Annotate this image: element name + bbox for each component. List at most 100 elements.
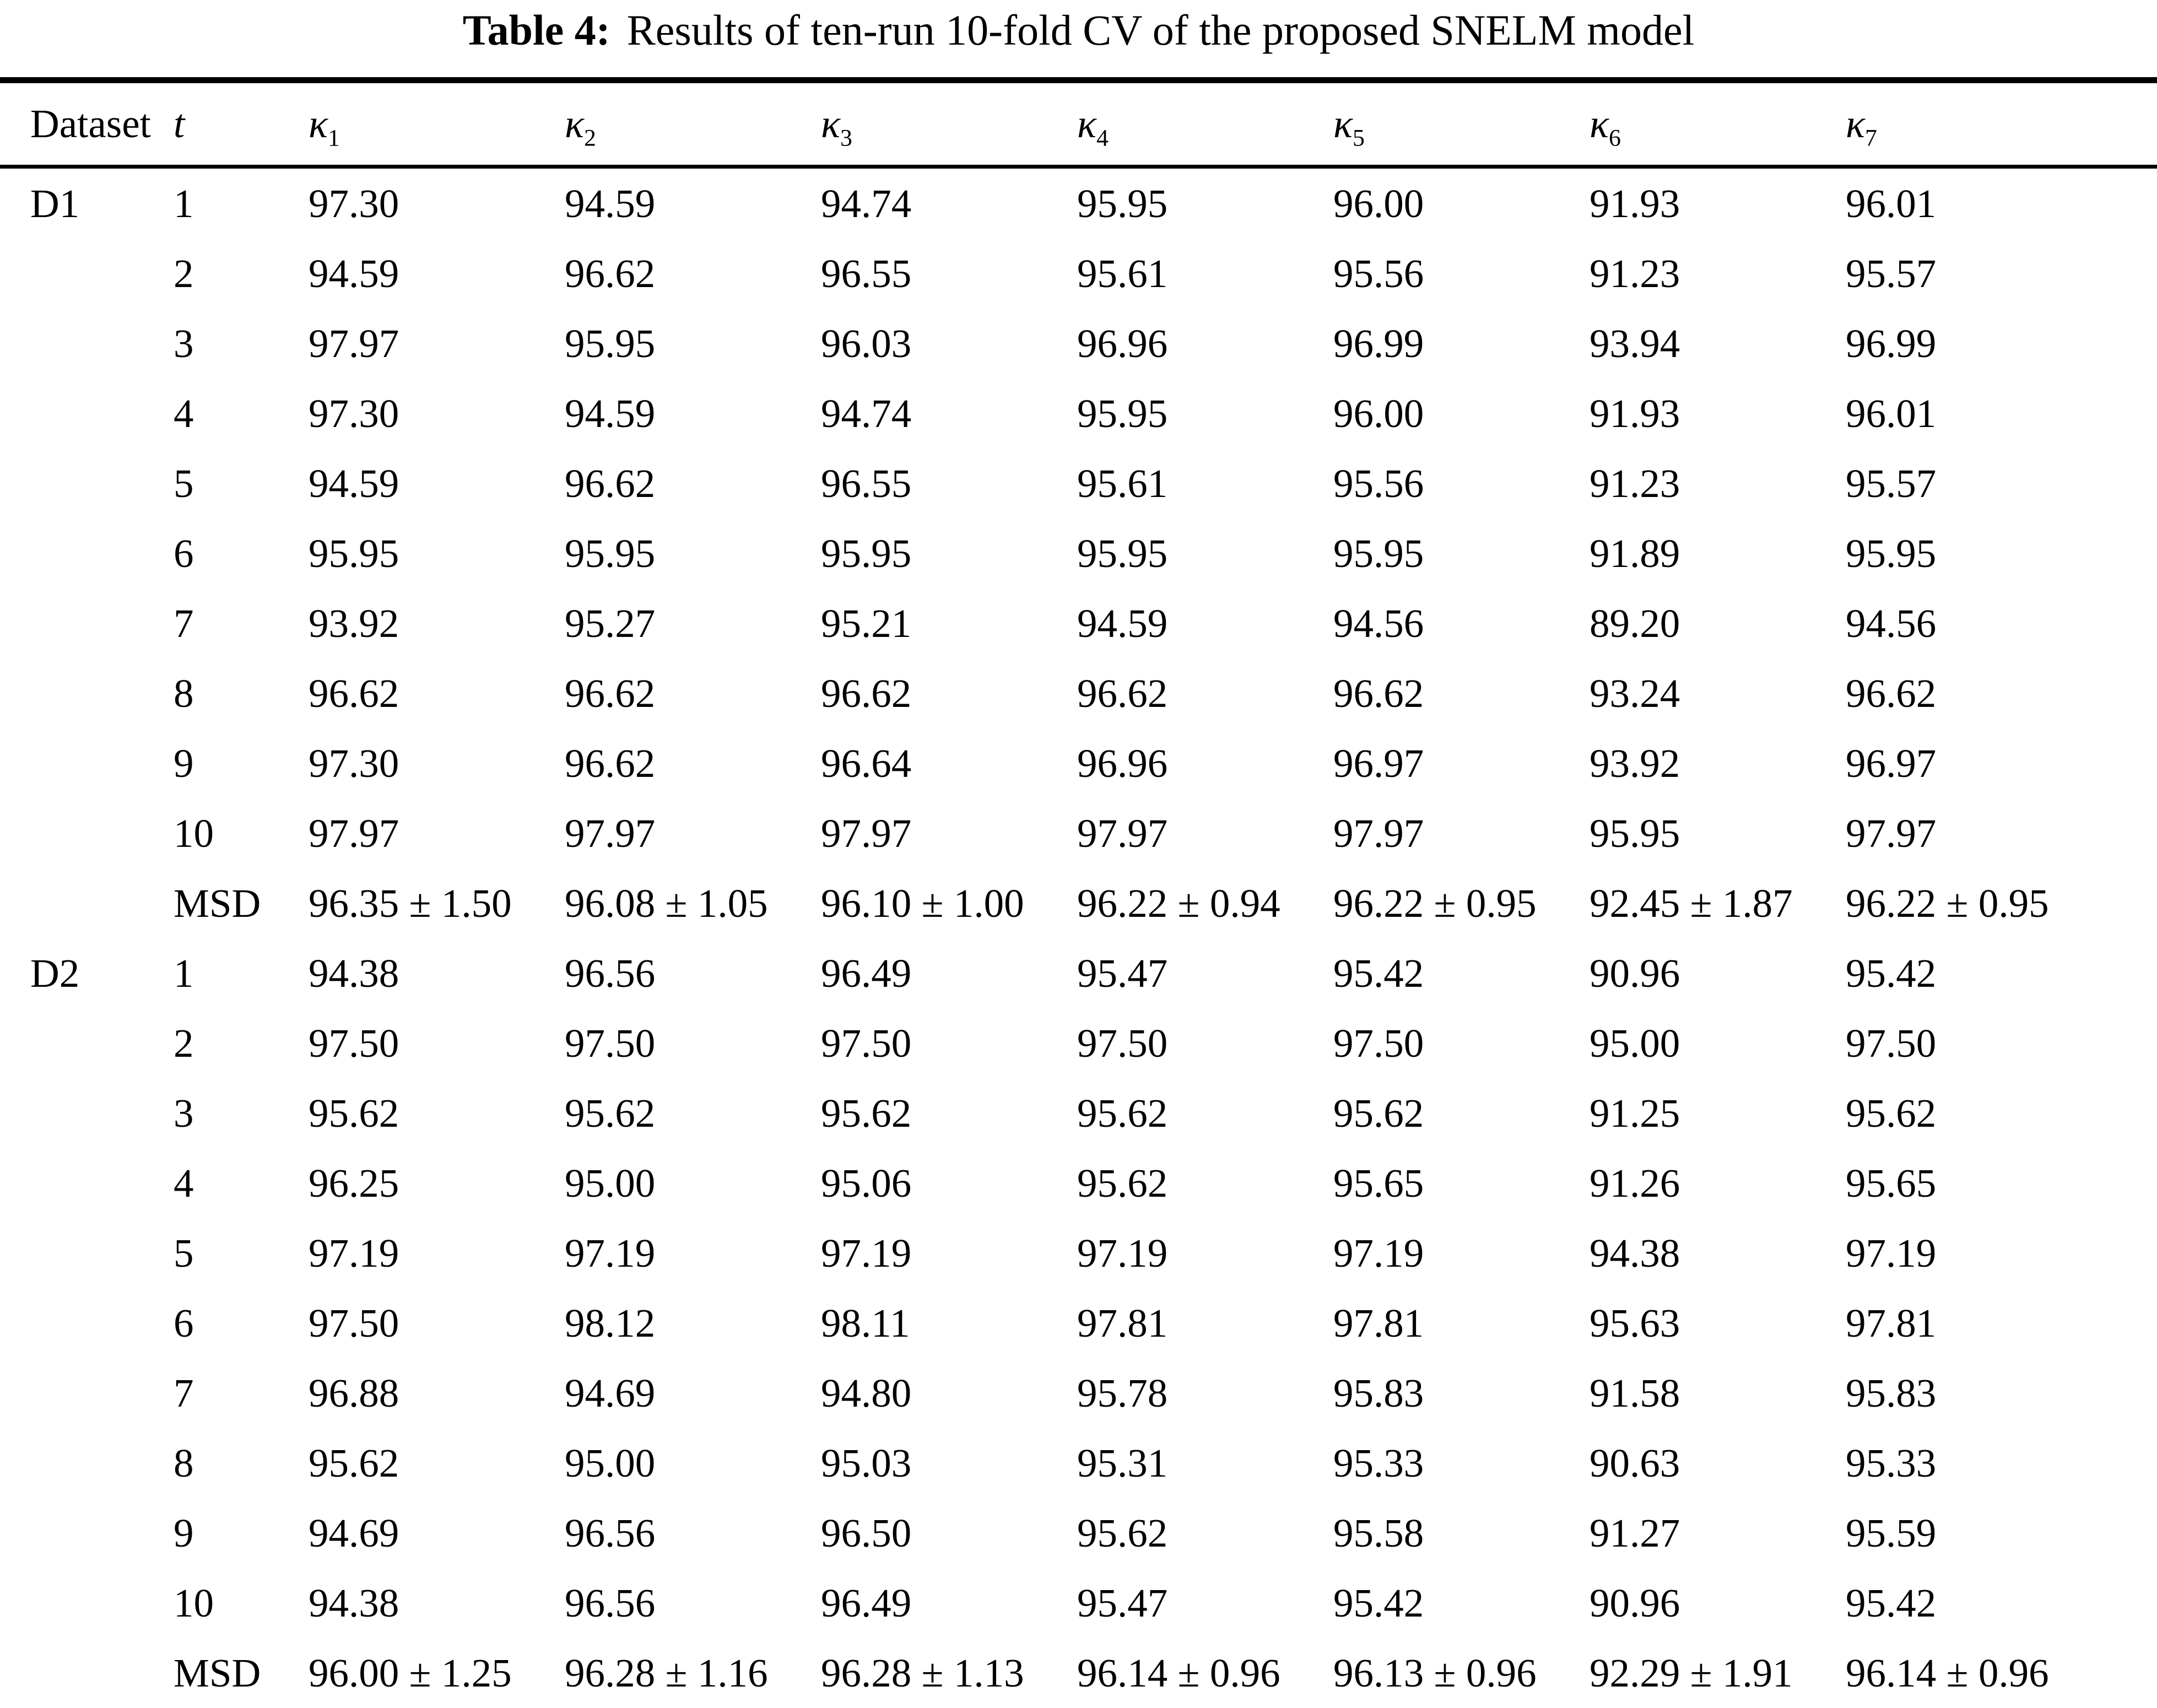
value-cell: 97.30 <box>309 391 399 436</box>
column-header-subscript: 5 <box>1353 125 1365 152</box>
value-cell: 95.61 <box>1077 461 1168 506</box>
value-cell: 95.95 <box>821 531 912 576</box>
value-cell: 95.00 <box>565 1440 656 1485</box>
table-row: 10 97.97 97.97 97.97 97.97 97.97 95.95 97.97 <box>0 798 2157 868</box>
value-cell: 96.50 <box>821 1510 912 1555</box>
value-cell: 96.62 <box>1846 671 1937 716</box>
table-row: 5 94.59 96.62 96.55 95.61 95.56 91.23 95.57 <box>0 448 2157 518</box>
table-row: 10 94.38 96.56 96.49 95.47 95.42 90.96 95.42 <box>0 1568 2157 1638</box>
table-row: 7 96.88 94.69 94.80 95.78 95.83 91.58 95.83 <box>0 1358 2157 1428</box>
value-cell: 94.38 <box>309 1580 399 1625</box>
dataset-cell <box>0 1288 174 1358</box>
value-cell: 95.78 <box>1077 1370 1168 1415</box>
table-row: 3 95.62 95.62 95.62 95.62 95.62 91.25 95.62 <box>0 1078 2157 1148</box>
value-cell: 95.62 <box>309 1090 399 1136</box>
value-cell: 96.01 <box>1846 181 1937 226</box>
column-header-label: κ <box>1590 101 1609 146</box>
value-cell: 91.23 <box>1590 251 1680 296</box>
value-cell: 95.42 <box>1846 1580 1937 1625</box>
value-cell: 95.62 <box>1077 1160 1168 1206</box>
value-cell: 96.99 <box>1333 321 1424 366</box>
dataset-cell: D1 <box>30 181 80 226</box>
value-cell: 95.00 <box>565 1160 656 1206</box>
column-header-subscript: 6 <box>1609 125 1621 152</box>
table-row: MSD 96.00 ± 1.25 96.28 ± 1.16 96.28 ± 1.13 9… <box>0 1638 2157 1708</box>
value-cell: 93.24 <box>1590 671 1680 716</box>
value-cell: 97.30 <box>309 741 399 786</box>
value-cell: 96.14 ± 0.96 <box>1846 1650 2049 1695</box>
value-cell: 94.59 <box>565 181 656 226</box>
value-cell: 94.59 <box>565 391 656 436</box>
value-cell: 96.00 <box>1333 391 1424 436</box>
dataset-cell <box>0 309 174 379</box>
column-header-label: κ <box>1333 101 1353 146</box>
value-cell: 96.56 <box>565 950 656 996</box>
value-cell: 97.97 <box>821 810 912 856</box>
value-cell: 98.11 <box>821 1300 910 1345</box>
value-cell: 96.00 <box>1333 181 1424 226</box>
dataset-cell: D2 <box>30 950 80 996</box>
table-row: D1 1 97.30 94.59 94.74 95.95 96.00 91.93 96.01 <box>0 167 2157 239</box>
value-cell: 95.58 <box>1333 1510 1424 1555</box>
value-cell: 94.56 <box>1846 601 1937 646</box>
table-row: 8 95.62 95.00 95.03 95.31 95.33 90.63 95.33 <box>0 1428 2157 1498</box>
column-header-t: t <box>174 80 309 169</box>
value-cell: 95.31 <box>1077 1440 1168 1485</box>
value-cell: 95.62 <box>1077 1510 1168 1555</box>
value-cell: 97.50 <box>565 1020 656 1066</box>
column-header-subscript: 7 <box>1865 125 1877 152</box>
column-header-kappa-5: κ5 <box>1333 80 1590 169</box>
value-cell: 96.62 <box>1333 671 1424 716</box>
value-cell: 90.63 <box>1590 1440 1680 1485</box>
value-cell: 97.30 <box>309 181 399 226</box>
trial-cell: 10 <box>174 810 214 856</box>
value-cell: 96.01 <box>1846 391 1937 436</box>
value-cell: 95.42 <box>1333 950 1424 996</box>
dataset-cell <box>0 1358 174 1428</box>
value-cell: 95.62 <box>1333 1090 1424 1136</box>
value-cell: 97.19 <box>565 1230 656 1275</box>
value-cell: 96.13 ± 0.96 <box>1333 1650 1537 1695</box>
value-cell: 95.95 <box>1077 391 1168 436</box>
value-cell: 92.29 ± 1.91 <box>1590 1650 1793 1695</box>
dataset-cell <box>0 1568 174 1638</box>
results-table: Dataset t κ1 κ2 κ3 κ4 κ5 κ6 κ7 D1 1 97.30 9… <box>0 77 2157 1708</box>
column-header-subscript: 1 <box>328 125 340 152</box>
value-cell: 95.59 <box>1846 1510 1937 1555</box>
value-cell: 96.49 <box>821 1580 912 1625</box>
column-header-kappa-1: κ1 <box>309 80 565 169</box>
value-cell: 96.64 <box>821 741 912 786</box>
trial-cell: 7 <box>174 601 194 646</box>
value-cell: 95.63 <box>1590 1300 1680 1345</box>
value-cell: 91.93 <box>1590 181 1680 226</box>
trial-cell: 5 <box>174 1230 194 1275</box>
value-cell: 95.42 <box>1333 1580 1424 1625</box>
value-cell: 91.58 <box>1590 1370 1680 1415</box>
value-cell: 94.59 <box>1077 601 1168 646</box>
table-caption: Table 4: Results of ten-run 10-fold CV of… <box>0 0 2157 77</box>
value-cell: 95.33 <box>1333 1440 1424 1485</box>
value-cell: 95.33 <box>1846 1440 1937 1485</box>
column-header-label: Dataset <box>30 101 151 146</box>
value-cell: 97.50 <box>309 1300 399 1345</box>
value-cell: 94.69 <box>309 1510 399 1555</box>
trial-cell: 6 <box>174 1300 194 1345</box>
value-cell: 96.10 ± 1.00 <box>821 880 1024 926</box>
value-cell: 96.62 <box>565 251 656 296</box>
table-row: 8 96.62 96.62 96.62 96.62 96.62 93.24 96.62 <box>0 658 2157 728</box>
value-cell: 97.97 <box>565 810 656 856</box>
value-cell: 95.57 <box>1846 461 1937 506</box>
dataset-cell <box>0 1428 174 1498</box>
value-cell: 95.95 <box>1333 531 1424 576</box>
column-header-label: t <box>174 101 185 146</box>
dataset-cell <box>0 658 174 728</box>
trial-cell: 4 <box>174 1160 194 1206</box>
value-cell: 91.25 <box>1590 1090 1680 1136</box>
value-cell: 96.62 <box>309 671 399 716</box>
value-cell: 95.62 <box>821 1090 912 1136</box>
value-cell: 90.96 <box>1590 950 1680 996</box>
table-row: 6 97.50 98.12 98.11 97.81 97.81 95.63 97.81 <box>0 1288 2157 1358</box>
table-row: 2 94.59 96.62 96.55 95.61 95.56 91.23 95.57 <box>0 239 2157 309</box>
value-cell: 96.00 ± 1.25 <box>309 1650 512 1695</box>
